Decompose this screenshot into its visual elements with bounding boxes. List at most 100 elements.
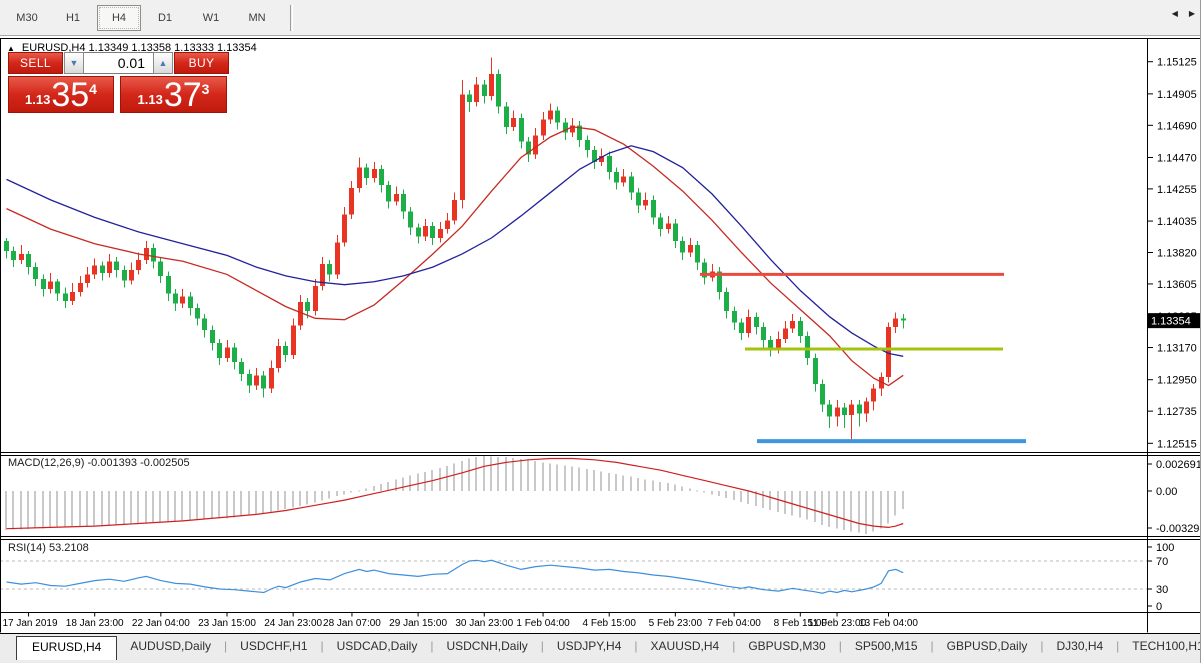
macd-hist-bar xyxy=(630,476,632,491)
candle-body xyxy=(680,240,685,253)
chart-tab-USDCAD-Daily[interactable]: USDCAD,Daily xyxy=(336,639,418,653)
chart-tab-DJ30-H4[interactable]: DJ30,H4 xyxy=(1056,639,1104,653)
candle-body xyxy=(232,347,237,363)
candle-body xyxy=(805,335,810,358)
macd-hist-bar xyxy=(328,491,330,499)
candle-body xyxy=(835,407,840,417)
candle-body xyxy=(423,226,428,237)
chart-tab-USDJPY-H4[interactable]: USDJPY,H4 xyxy=(556,639,622,653)
time-tick-label: 7 Feb 04:00 xyxy=(707,618,761,629)
volume-input[interactable]: 0.01 xyxy=(84,52,153,74)
macd-hist-bar xyxy=(667,483,669,491)
macd-hist-bar xyxy=(659,481,661,491)
candle-body xyxy=(702,262,707,278)
price-tick-label: 1.12950 xyxy=(1157,375,1197,387)
time-tick-label: 5 Feb 23:00 xyxy=(649,618,703,629)
chart-tab-AUDUSD-Daily[interactable]: AUDUSD,Daily xyxy=(130,639,212,653)
timeframe-button-D1[interactable]: D1 xyxy=(157,11,173,24)
macd-hist-bar xyxy=(821,491,823,525)
candle-body xyxy=(217,343,222,358)
macd-hist-bar xyxy=(453,463,455,491)
macd-hist-bar xyxy=(725,491,727,499)
candle-body xyxy=(247,373,252,386)
macd-hist-bar xyxy=(490,456,492,491)
time-tick-label: 1 Feb 04:00 xyxy=(516,618,570,629)
candle-body xyxy=(19,253,24,260)
price-tick-label: 1.13170 xyxy=(1157,343,1197,355)
macd-hist-bar xyxy=(64,491,66,528)
timeframe-button-W1[interactable]: W1 xyxy=(202,11,220,24)
timeframe-button-MN[interactable]: MN xyxy=(248,11,266,24)
chart-background xyxy=(0,36,1200,633)
candle-body xyxy=(563,122,568,133)
candle-body xyxy=(452,199,457,221)
candle-body xyxy=(673,223,678,241)
candle-body xyxy=(636,192,641,206)
chart-tab-TECH100-H1[interactable]: TECH100,H1 xyxy=(1132,639,1201,653)
candle-body xyxy=(48,281,53,290)
candle-body xyxy=(107,261,112,273)
sell-price-button[interactable]: 1.13 35 4 xyxy=(8,76,114,113)
price-tick-label: 1.13605 xyxy=(1157,279,1197,291)
chart-tab-EURUSD-H4[interactable]: EURUSD,H4 xyxy=(16,636,118,660)
macd-hist-bar xyxy=(762,491,764,508)
buy-button[interactable]: BUY xyxy=(174,52,229,74)
chart-tab-XAUUSD-H4[interactable]: XAUUSD,H4 xyxy=(650,639,720,653)
buy-price-prefix: 1.13 xyxy=(137,92,163,107)
chart-tab-USDCHF-H1[interactable]: USDCHF,H1 xyxy=(240,639,308,653)
tab-divider: | xyxy=(930,639,934,653)
timeframe-button-M30[interactable]: M30 xyxy=(16,11,38,24)
candle-body xyxy=(335,242,340,275)
macd-hist-bar xyxy=(196,491,198,521)
macd-hist-bar xyxy=(703,491,705,493)
macd-hist-bar xyxy=(159,491,161,523)
scroll-tabs-left-icon[interactable]: ◀ xyxy=(1171,9,1178,18)
macd-hist-bar xyxy=(564,465,566,491)
macd-hist-bar xyxy=(417,473,419,491)
price-tick-label: 1.12735 xyxy=(1157,406,1197,418)
macd-hist-bar xyxy=(858,491,860,533)
tab-divider: | xyxy=(732,639,736,653)
candle-body xyxy=(144,248,149,260)
macd-hist-bar xyxy=(56,491,58,528)
macd-hist-bar xyxy=(402,477,404,491)
candle-body xyxy=(291,325,296,355)
scroll-tabs-right-icon[interactable]: ▶ xyxy=(1188,9,1195,18)
candle-body xyxy=(158,261,163,276)
macd-hist-bar xyxy=(321,491,323,501)
volume-decrease-button[interactable]: ▼ xyxy=(64,52,84,74)
sell-price-pipette: 4 xyxy=(89,81,97,97)
candle-body xyxy=(408,211,413,228)
candle-body xyxy=(342,214,347,243)
macd-hist-bar xyxy=(358,490,360,492)
rsi-line xyxy=(6,559,904,594)
sell-button[interactable]: SELL xyxy=(8,52,63,74)
timeframe-button-H4[interactable]: H4 xyxy=(97,4,141,31)
macd-hist-bar xyxy=(42,491,44,529)
candle-body xyxy=(210,329,215,344)
candle-body xyxy=(239,362,244,374)
macd-hist-bar xyxy=(600,471,602,491)
rsi-layer: 100 70 30 0 xyxy=(0,542,1174,613)
collapse-panel-icon[interactable]: ▲ xyxy=(7,43,15,53)
chart-tab-GBPUSD-Daily[interactable]: GBPUSD,Daily xyxy=(946,639,1028,653)
chart-header: ▲ EURUSD,H4 1.13349 1.13358 1.13333 1.13… xyxy=(7,42,257,54)
macd-hist-bar xyxy=(255,491,257,515)
chart-tab-USDCNH-Daily[interactable]: USDCNH,Daily xyxy=(446,639,528,653)
candle-body xyxy=(438,229,443,238)
macd-hist-bar xyxy=(505,457,507,491)
time-tick-label: 29 Jan 15:00 xyxy=(389,618,447,629)
macd-hist-bar xyxy=(696,490,698,492)
macd-hist-bar xyxy=(20,491,22,530)
chart-tab-GBPUSD-M30[interactable]: GBPUSD,M30 xyxy=(748,639,826,653)
chart-tab-SP500-M15[interactable]: SP500,M15 xyxy=(854,639,918,653)
timeframe-button-H1[interactable]: H1 xyxy=(65,11,81,24)
candle-body xyxy=(92,265,97,275)
volume-increase-button[interactable]: ▲ xyxy=(153,52,173,74)
macd-hist-bar xyxy=(299,491,301,506)
candle-body xyxy=(195,308,200,319)
buy-price-button[interactable]: 1.13 37 3 xyxy=(120,76,227,113)
macd-hist-bar xyxy=(894,491,896,516)
macd-hist-bar xyxy=(108,491,110,526)
